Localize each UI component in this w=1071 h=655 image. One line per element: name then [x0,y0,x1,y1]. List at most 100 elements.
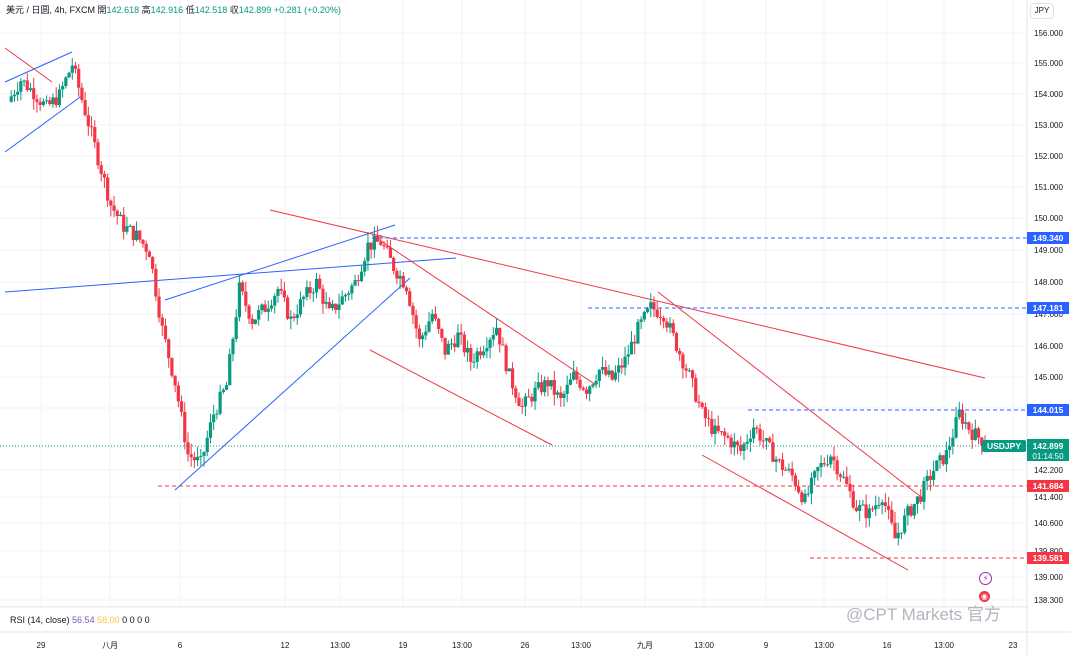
level-tag-value: 149.340 [1033,233,1064,243]
level-tag-value: 141.684 [1033,481,1064,491]
candle-body [636,321,640,344]
candle-body [870,508,875,510]
candle-body [761,440,765,442]
candle-body [726,435,730,438]
event-flag-icon[interactable]: ◉ [979,591,990,602]
candle-body [221,389,225,392]
candle-body [742,443,746,452]
candle-body [253,319,258,324]
ohlc-legend: 美元 / 日圆, 4h, FXCM 開142.618 高142.916 低142… [6,5,341,15]
candle-body [697,401,701,404]
candle-body [430,313,434,322]
candle-body [112,205,116,211]
rsi-value: 56.54 [72,615,95,625]
trendline [371,234,597,386]
candle-body [266,308,270,312]
y-tick-label: 139.800 [1034,547,1063,556]
candle-body [446,343,450,355]
candle-body [488,339,492,349]
candle-body [260,304,264,311]
candle-body [507,368,511,372]
candle-body [620,365,624,368]
candle-body [890,509,894,523]
candle-body [122,214,126,232]
candle-body [584,389,589,394]
x-tick-label: 九月 [637,641,653,650]
candle-body [687,370,691,372]
rsi-extra: 0 0 0 0 [122,615,150,625]
candle-body [610,370,614,380]
rsi-title: RSI (14, close) [10,615,70,625]
candle-body [311,292,315,294]
candle-body [684,368,688,371]
candle-body [250,318,254,324]
candle-body [626,354,630,357]
candle-body [369,242,373,250]
candle-body [748,438,752,442]
trendline [701,454,909,571]
candle-body [179,401,184,412]
high-value: 142.916 [150,5,184,15]
candle-body [514,388,518,398]
candle-body [813,471,817,478]
candle-body [617,365,621,373]
candle-body [954,417,958,438]
candle-body [629,341,634,355]
candle-body [305,287,309,297]
candle-body [498,327,502,345]
level-tag-value: 144.015 [1033,405,1064,415]
candle-body [568,379,573,385]
x-tick-label: 26 [521,641,530,650]
symbol-label-box [982,440,1026,452]
symbol-title: 美元 / 日圆, 4h, FXCM [6,5,96,15]
candle-body [494,327,499,336]
x-tick-label: 19 [399,641,408,650]
candle-body [38,102,42,105]
candle-body [575,371,579,380]
candle-body [588,386,592,394]
open-value: 142.618 [106,5,140,15]
candle-body [334,303,338,310]
candle-body [282,290,286,298]
candle-body [745,441,749,444]
candle-body [710,418,714,434]
candle-body [237,282,241,318]
candle-body [957,409,961,418]
candle-body [420,335,425,340]
candle-body [562,393,566,398]
candlestick-series [9,58,987,546]
candle-body [347,293,351,295]
candle-body [106,177,110,201]
candle-body [41,101,45,105]
candle-body [973,428,977,440]
lightning-icon[interactable]: ⚡ [979,572,992,585]
candle-body [549,380,553,387]
candle-body [202,452,206,456]
x-tick-label: 12 [281,641,290,650]
candle-body [796,486,801,493]
candle-body [893,522,897,539]
currency-button[interactable]: JPY [1030,3,1054,19]
y-tick-label: 153.000 [1034,121,1063,130]
candle-body [922,481,926,502]
y-tick-label: 151.000 [1034,183,1063,192]
candle-body [16,91,20,95]
candle-body [713,425,717,434]
candle-body [398,275,402,279]
candle-body [793,475,797,487]
candle-body [109,200,113,206]
candle-body [559,392,563,398]
level-tag-value: 139.581 [1033,553,1064,563]
candle-body [302,296,306,300]
candle-body [144,243,148,252]
candle-body [475,351,479,362]
candle-body [790,468,794,476]
candle-body [443,337,447,355]
candle-body [841,476,846,478]
symbol-label: USDJPY [987,441,1021,451]
trendline [369,349,553,446]
candle-body [414,315,418,329]
candle-body [379,241,383,246]
candle-body [980,437,984,446]
